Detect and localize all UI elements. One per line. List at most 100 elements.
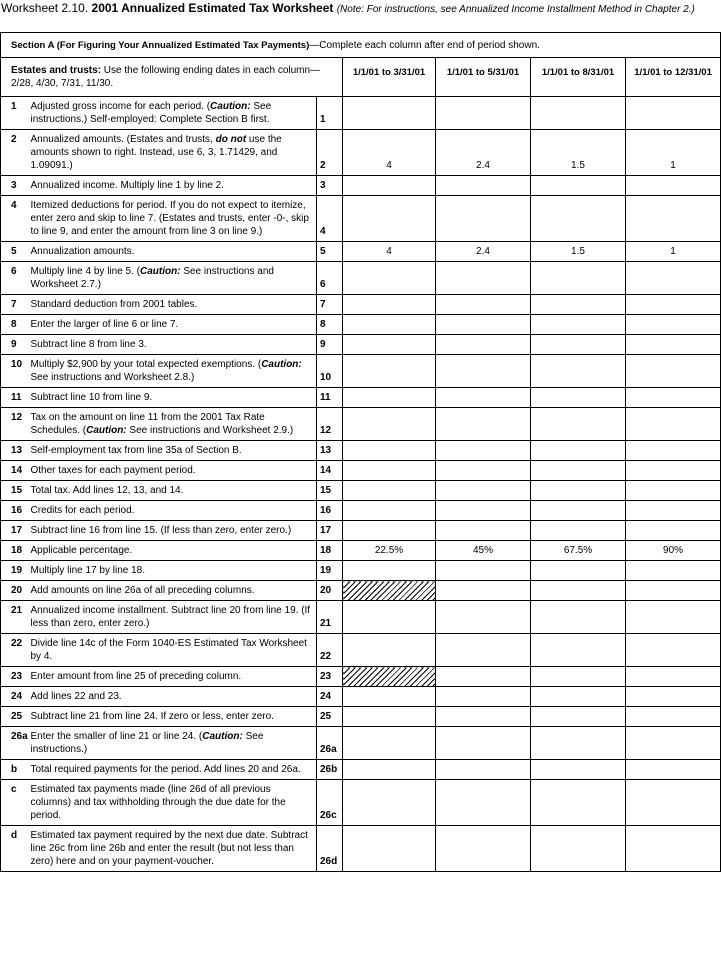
value-cell <box>342 633 436 667</box>
line-text: Annualization amounts. <box>26 241 317 262</box>
value-cell <box>342 600 436 634</box>
value-cell: 2.4 <box>435 129 531 176</box>
value-cell <box>435 440 531 461</box>
worksheet-row: 17 Subtract line 16 from line 15. (If les… <box>0 520 721 541</box>
value-cell <box>342 560 436 581</box>
worksheet-row: 15 Total tax. Add lines 12, 13, and 14. 15 <box>0 480 721 501</box>
value-cell <box>435 314 531 335</box>
line-label: 12 <box>316 407 343 441</box>
line-label: 2 <box>316 129 343 176</box>
line-text: Applicable percentage. <box>26 540 317 561</box>
line-label: 11 <box>316 387 343 408</box>
line-label: 13 <box>316 440 343 461</box>
line-label: 26b <box>316 759 343 780</box>
line-label: 5 <box>316 241 343 262</box>
line-label: 25 <box>316 706 343 727</box>
value-cell <box>530 600 626 634</box>
line-number: b <box>0 759 27 780</box>
text-segment: See instructions and Worksheet 2.9.) <box>126 425 294 436</box>
value-cell <box>435 726 531 760</box>
value-cell <box>624 500 721 521</box>
value-cell: 2.4 <box>435 241 531 262</box>
line-label: 17 <box>316 520 343 541</box>
line-number: 23 <box>0 666 27 687</box>
value-cell <box>435 500 531 521</box>
value-cell <box>624 706 721 727</box>
line-number: 10 <box>0 354 27 388</box>
line-label: 26c <box>316 779 343 826</box>
value-cell <box>624 480 721 501</box>
text-segment: Estimated tax payments made (line 26d of… <box>30 784 286 821</box>
worksheet-row: 16 Credits for each period. 16 <box>0 500 721 521</box>
section-label: Section A (For Figuring Your Annualized … <box>11 40 310 51</box>
text-segment: See instructions.) Self-employed: Comple… <box>30 101 272 125</box>
text-segment: Enter the smaller of line 21 or line 24.… <box>30 731 203 742</box>
line-text: Total tax. Add lines 12, 13, and 14. <box>26 480 317 501</box>
worksheet-row: 5 Annualization amounts. 5 4 2.4 1.5 1 <box>0 241 721 262</box>
worksheet-row: 25 Subtract line 21 from line 24. If zero… <box>0 706 721 727</box>
line-number: 17 <box>0 520 27 541</box>
emphasis: do not <box>215 134 247 145</box>
value-cell <box>342 440 436 461</box>
value-cell <box>530 779 626 826</box>
worksheet-row: 26a Enter the smaller of line 21 or line … <box>0 726 721 760</box>
text-segment: Applicable percentage. <box>30 545 133 556</box>
line-number: 13 <box>0 440 27 461</box>
value-cell <box>530 825 626 872</box>
worksheet-row: 10 Multiply $2,900 by your total expected… <box>0 354 721 388</box>
line-label: 26d <box>316 825 343 872</box>
value-cell: 1.5 <box>530 241 626 262</box>
line-label: 10 <box>316 354 343 388</box>
line-number: 20 <box>0 580 27 601</box>
worksheet-row: 3 Annualized income. Multiply line 1 by l… <box>0 175 721 196</box>
value-cell <box>342 314 436 335</box>
value-cell <box>530 261 626 295</box>
value-cell <box>624 520 721 541</box>
value-cell <box>624 825 721 872</box>
value-cell <box>530 407 626 441</box>
value-cell <box>435 580 531 601</box>
worksheet-row: 23 Enter amount from line 25 of preceding… <box>0 666 721 687</box>
worksheet-row: 24 Add lines 22 and 23. 24 <box>0 686 721 707</box>
value-cell <box>435 354 531 388</box>
value-cell <box>342 407 436 441</box>
line-text: Enter the larger of line 6 or line 7. <box>26 314 317 335</box>
value-cell <box>530 195 626 242</box>
value-cell <box>342 261 436 295</box>
value-cell <box>530 500 626 521</box>
table-body: Section A (For Figuring Your Annualized … <box>0 32 721 872</box>
text-segment: See instructions.) <box>30 731 264 755</box>
text-segment: Annualized amounts. (Estates and trusts, <box>30 134 216 145</box>
emphasis: Caution: <box>210 101 251 112</box>
text-segment: Subtract line 8 from line 3. <box>30 339 147 350</box>
estates-cell: Estates and trusts: Use the following en… <box>0 57 343 97</box>
line-number: 15 <box>0 480 27 501</box>
line-label: 23 <box>316 666 343 687</box>
line-number: 9 <box>0 334 27 355</box>
line-label: 18 <box>316 540 343 561</box>
text-segment: Multiply line 4 by line 5. ( <box>30 266 141 277</box>
text-segment: Total required payments for the period. … <box>30 764 301 775</box>
text-segment: Tax on the amount on line 11 from the 20… <box>30 412 265 436</box>
line-number: 12 <box>0 407 27 441</box>
emphasis: Caution: <box>140 266 181 277</box>
value-cell <box>435 759 531 780</box>
value-cell <box>435 175 531 196</box>
value-cell <box>624 779 721 826</box>
line-text: Adjusted gross income for each period. (… <box>26 96 317 130</box>
value-cell <box>342 175 436 196</box>
section-row: Section A (For Figuring Your Annualized … <box>0 32 721 58</box>
value-cell: 45% <box>435 540 531 561</box>
text-segment: Multiply $2,900 by your total expected e… <box>30 359 262 370</box>
line-number: 8 <box>0 314 27 335</box>
value-cell <box>342 294 436 315</box>
text-segment: use the amounts shown to right. Instead,… <box>30 134 282 171</box>
value-cell <box>342 706 436 727</box>
line-text: Estimated tax payments made (line 26d of… <box>26 779 317 826</box>
line-text: Enter the smaller of line 21 or line 24.… <box>26 726 317 760</box>
text-segment: Annualized income. Multiply line 1 by li… <box>30 180 224 191</box>
value-cell <box>530 440 626 461</box>
worksheet-row: 7 Standard deduction from 2001 tables. 7 <box>0 294 721 315</box>
section-text: —Complete each column after end of perio… <box>309 40 540 51</box>
value-cell <box>624 600 721 634</box>
